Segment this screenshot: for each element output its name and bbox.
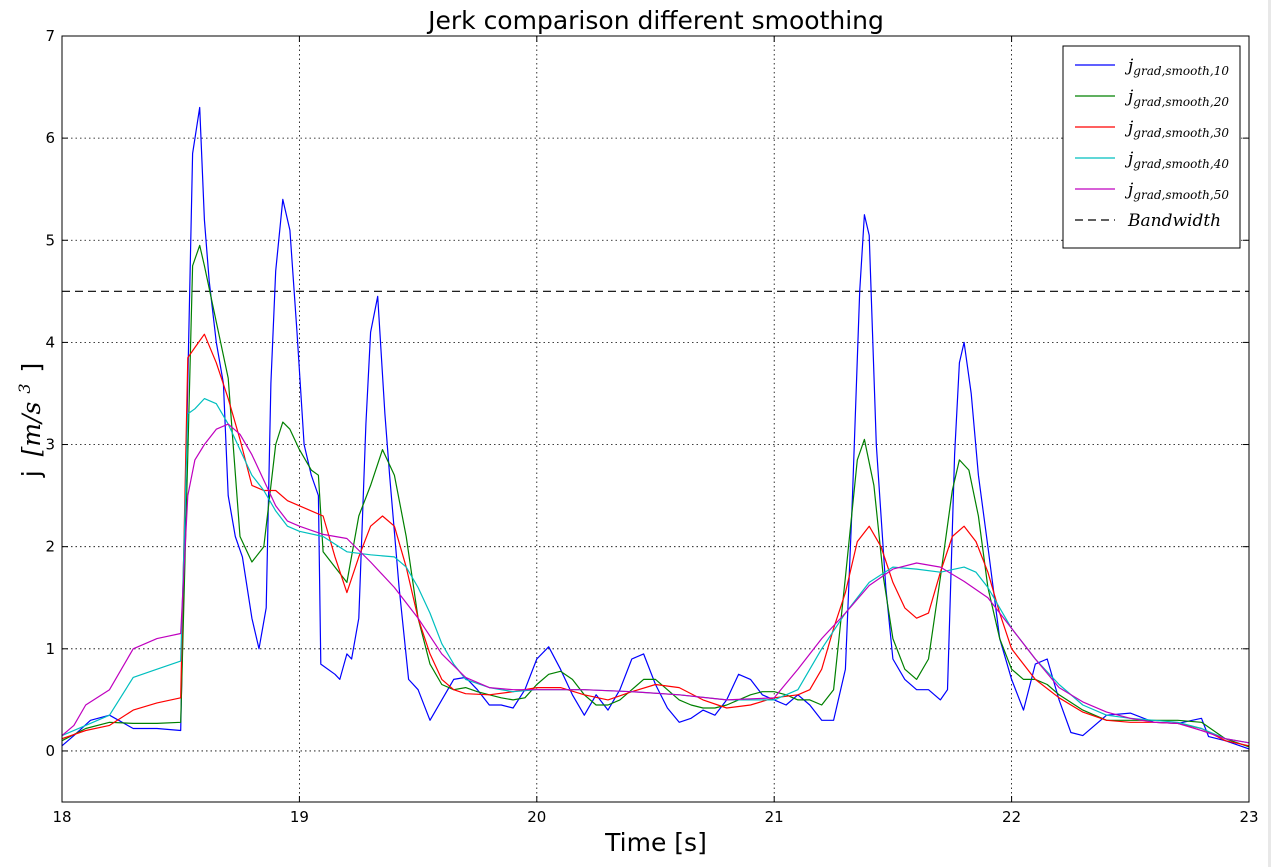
x-axis-label: Time [s] <box>604 828 707 857</box>
y-tick-label: 2 <box>45 538 55 556</box>
y-axis-label-prefix: j <box>17 470 46 478</box>
y-axis-label-exponent: 3 <box>15 383 34 393</box>
x-tick-label: 23 <box>1239 808 1258 826</box>
y-axis-label-close: ] <box>17 363 46 373</box>
x-tick-label: 18 <box>52 808 71 826</box>
legend: jgrad,smooth,10 jgrad,smooth,20 jgrad,smoo… <box>1062 45 1241 249</box>
y-axis-label-unit: [m/s <box>17 402 46 457</box>
legend-label: jgrad,smooth,30 <box>1124 118 1229 140</box>
y-tick-label: 7 <box>45 27 55 45</box>
y-tick-label: 0 <box>45 742 55 760</box>
series-line-2 <box>61 244 1250 748</box>
legend-label: jgrad,smooth,10 <box>1124 56 1229 78</box>
y-tick-label: 5 <box>45 231 55 249</box>
window-edge <box>1268 0 1271 867</box>
x-tick-label: 19 <box>290 808 309 826</box>
x-tick-label: 21 <box>765 808 784 826</box>
plot-frame <box>61 35 1250 803</box>
series-line-1 <box>61 106 1250 750</box>
series-line-5 <box>61 423 1250 744</box>
series-line-4 <box>61 398 1250 744</box>
y-tick-label: 3 <box>45 436 55 454</box>
y-tick-label: 1 <box>45 640 55 658</box>
legend-label: jgrad,smooth,20 <box>1124 87 1229 109</box>
y-axis-label: j [m/s 3 ] <box>7 363 46 478</box>
legend-box <box>1062 45 1241 249</box>
legend-label: jgrad,smooth,40 <box>1124 149 1229 171</box>
y-tick-label: 4 <box>45 333 55 351</box>
x-tick-label: 22 <box>1002 808 1021 826</box>
x-tick-label: 20 <box>527 808 546 826</box>
y-tick-label: 6 <box>45 129 55 147</box>
legend-label: jgrad,smooth,50 <box>1124 180 1229 202</box>
chart-title: Jerk comparison different smoothing <box>426 6 884 35</box>
series-line-3 <box>61 333 1250 747</box>
legend-label: Bandwidth <box>1127 211 1221 231</box>
series-lines <box>61 106 1250 750</box>
